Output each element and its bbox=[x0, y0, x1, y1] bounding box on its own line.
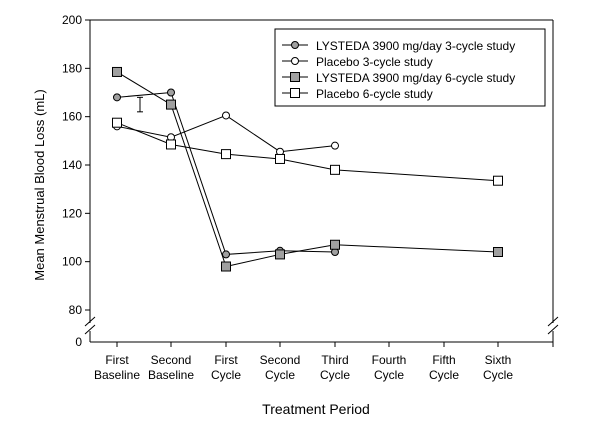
x-tick-label: Cycle bbox=[265, 368, 295, 382]
data-point bbox=[275, 153, 285, 164]
x-tick-label: Sixth bbox=[485, 353, 512, 367]
data-point bbox=[330, 239, 340, 250]
series-lines bbox=[112, 66, 503, 272]
y-tick-label: 0 bbox=[75, 335, 82, 349]
data-point bbox=[112, 117, 122, 128]
legend-item: Placebo 3-cycle study bbox=[282, 55, 433, 69]
axis-break-mark bbox=[84, 316, 96, 327]
x-tick-label: Cycle bbox=[429, 368, 459, 382]
legend-marker bbox=[290, 72, 300, 82]
x-tick-label: Baseline bbox=[148, 368, 194, 382]
axis-break-mark bbox=[547, 316, 559, 327]
data-point bbox=[275, 249, 285, 260]
legend: LYSTEDA 3900 mg/day 3-cycle study Placebo… bbox=[274, 28, 546, 107]
legend-label: Placebo 3-cycle study bbox=[316, 55, 433, 69]
x-tick-label: Baseline bbox=[94, 368, 140, 382]
y-tick-label: 120 bbox=[62, 206, 82, 220]
series-3 bbox=[112, 66, 503, 272]
data-point bbox=[112, 66, 122, 77]
x-tick-label: Fifth bbox=[432, 353, 455, 367]
x-tick-label: Second bbox=[260, 353, 301, 367]
legend-label: Placebo 6-cycle study bbox=[316, 87, 433, 101]
x-ticks: FirstBaselineSecondBaselineFirstCycleSec… bbox=[94, 342, 554, 382]
x-tick-label: First bbox=[214, 353, 238, 367]
data-point bbox=[331, 141, 339, 150]
data-point bbox=[221, 261, 231, 272]
legend-label: LYSTEDA 3900 mg/day 3-cycle study bbox=[316, 39, 515, 53]
series-4 bbox=[112, 117, 503, 186]
data-point bbox=[330, 164, 340, 175]
data-point bbox=[166, 139, 176, 150]
y-tick-label: 160 bbox=[62, 110, 82, 124]
series-line bbox=[116, 122, 499, 182]
x-tick-label: Cycle bbox=[483, 368, 513, 382]
x-tick-label: Cycle bbox=[374, 368, 404, 382]
legend-item: Placebo 6-cycle study bbox=[282, 87, 433, 101]
data-point bbox=[222, 250, 230, 259]
data-point bbox=[222, 111, 230, 120]
legend-label: LYSTEDA 3900 mg/day 6-cycle study bbox=[316, 71, 515, 85]
series-line bbox=[116, 114, 336, 153]
axis-break-mark bbox=[547, 324, 559, 335]
y-tick-label: 200 bbox=[62, 13, 82, 27]
y-ticks: 0 80 100 120 140 160 180 200 bbox=[62, 13, 90, 349]
x-tick-label: Fourth bbox=[372, 353, 407, 367]
x-tick-label: Third bbox=[321, 353, 348, 367]
data-point bbox=[113, 93, 121, 102]
x-tick-label: Cycle bbox=[320, 368, 350, 382]
axes bbox=[84, 19, 559, 343]
legend-item: LYSTEDA 3900 mg/day 6-cycle study bbox=[282, 71, 515, 85]
y-tick-label: 180 bbox=[62, 61, 82, 75]
x-tick-label: Second bbox=[151, 353, 192, 367]
legend-item: LYSTEDA 3900 mg/day 3-cycle study bbox=[282, 39, 515, 53]
y-tick-label: 140 bbox=[62, 158, 82, 172]
series-2 bbox=[113, 111, 339, 156]
data-point bbox=[167, 88, 175, 97]
data-point bbox=[493, 247, 503, 257]
y-tick-label: 80 bbox=[69, 303, 83, 317]
data-point bbox=[221, 149, 231, 160]
x-axis-label: Treatment Period bbox=[262, 401, 370, 417]
legend-marker bbox=[291, 57, 299, 65]
y-tick-label: 100 bbox=[62, 255, 82, 269]
legend-marker bbox=[290, 88, 300, 98]
y-axis-label: Mean Menstrual Blood Loss (mL) bbox=[32, 89, 47, 280]
x-tick-label: First bbox=[105, 353, 129, 367]
series-line bbox=[116, 71, 499, 268]
data-point bbox=[493, 175, 503, 186]
legend-marker bbox=[291, 41, 299, 49]
axis-break-mark bbox=[84, 324, 96, 335]
data-point bbox=[166, 99, 176, 110]
x-tick-label: Cycle bbox=[211, 368, 241, 382]
legend-box bbox=[274, 28, 546, 107]
